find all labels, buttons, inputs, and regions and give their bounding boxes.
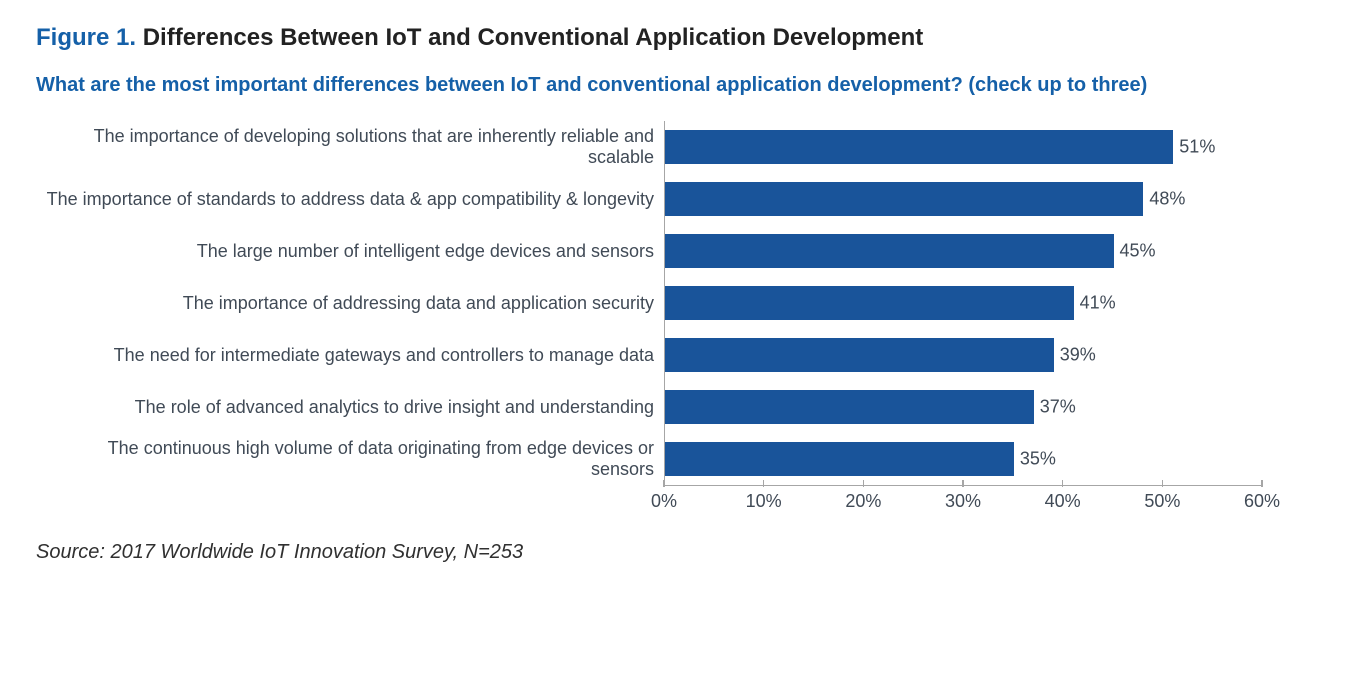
x-tick-label: 50%: [1144, 491, 1180, 512]
category-label: The need for intermediate gateways and c…: [46, 345, 664, 366]
bar: [665, 338, 1054, 372]
bar-track: 51%: [664, 121, 1262, 173]
bar-track: 48%: [664, 173, 1262, 225]
chart-question: What are the most important differences …: [36, 74, 1322, 97]
x-tick-mark: [763, 480, 765, 487]
category-label: The large number of intelligent edge dev…: [46, 241, 664, 262]
category-label: The importance of developing solutions t…: [46, 126, 664, 168]
bar: [665, 234, 1114, 268]
bar-track: 45%: [664, 225, 1262, 277]
value-label: 45%: [1120, 241, 1156, 262]
x-tick-label: 10%: [746, 491, 782, 512]
chart-row: The continuous high volume of data origi…: [46, 433, 1322, 485]
value-label: 51%: [1179, 137, 1215, 158]
category-label: The importance of standards to address d…: [46, 189, 664, 210]
bar-track: 35%: [664, 433, 1262, 485]
bar: [665, 182, 1143, 216]
bar-track: 37%: [664, 381, 1262, 433]
x-tick-mark: [1162, 480, 1164, 487]
chart-row: The importance of addressing data and ap…: [46, 277, 1322, 329]
value-label: 35%: [1020, 449, 1056, 470]
chart-row: The importance of developing solutions t…: [46, 121, 1322, 173]
figure-title: Differences Between IoT and Conventional…: [143, 24, 924, 51]
x-tick-mark: [962, 480, 964, 487]
x-tick-mark: [1261, 480, 1263, 487]
x-tick-mark: [863, 480, 865, 487]
bar-track: 39%: [664, 329, 1262, 381]
x-tick-label: 60%: [1244, 491, 1280, 512]
category-label: The importance of addressing data and ap…: [46, 293, 664, 314]
bar: [665, 390, 1034, 424]
x-tick-label: 0%: [651, 491, 677, 512]
bar-track: 41%: [664, 277, 1262, 329]
x-tick-label: 20%: [845, 491, 881, 512]
value-label: 39%: [1060, 345, 1096, 366]
chart-source: Source: 2017 Worldwide IoT Innovation Su…: [36, 541, 1322, 564]
bar-chart: The importance of developing solutions t…: [46, 121, 1322, 519]
x-tick-label: 40%: [1045, 491, 1081, 512]
x-axis: 0% 10% 20% 30% 40% 50% 60%: [46, 485, 1322, 519]
figure-number: Figure 1.: [36, 24, 136, 51]
x-tick-mark: [663, 480, 665, 487]
chart-row: The large number of intelligent edge dev…: [46, 225, 1322, 277]
chart-row: The need for intermediate gateways and c…: [46, 329, 1322, 381]
bar: [665, 442, 1014, 476]
bar: [665, 286, 1074, 320]
value-label: 37%: [1040, 397, 1076, 418]
x-tick-mark: [1062, 480, 1064, 487]
chart-row: The role of advanced analytics to drive …: [46, 381, 1322, 433]
figure-heading: Figure 1. Differences Between IoT and Co…: [36, 24, 1322, 52]
x-tick-label: 30%: [945, 491, 981, 512]
value-label: 48%: [1149, 189, 1185, 210]
value-label: 41%: [1080, 293, 1116, 314]
bar: [665, 130, 1173, 164]
category-label: The continuous high volume of data origi…: [46, 438, 664, 480]
chart-row: The importance of standards to address d…: [46, 173, 1322, 225]
category-label: The role of advanced analytics to drive …: [46, 397, 664, 418]
